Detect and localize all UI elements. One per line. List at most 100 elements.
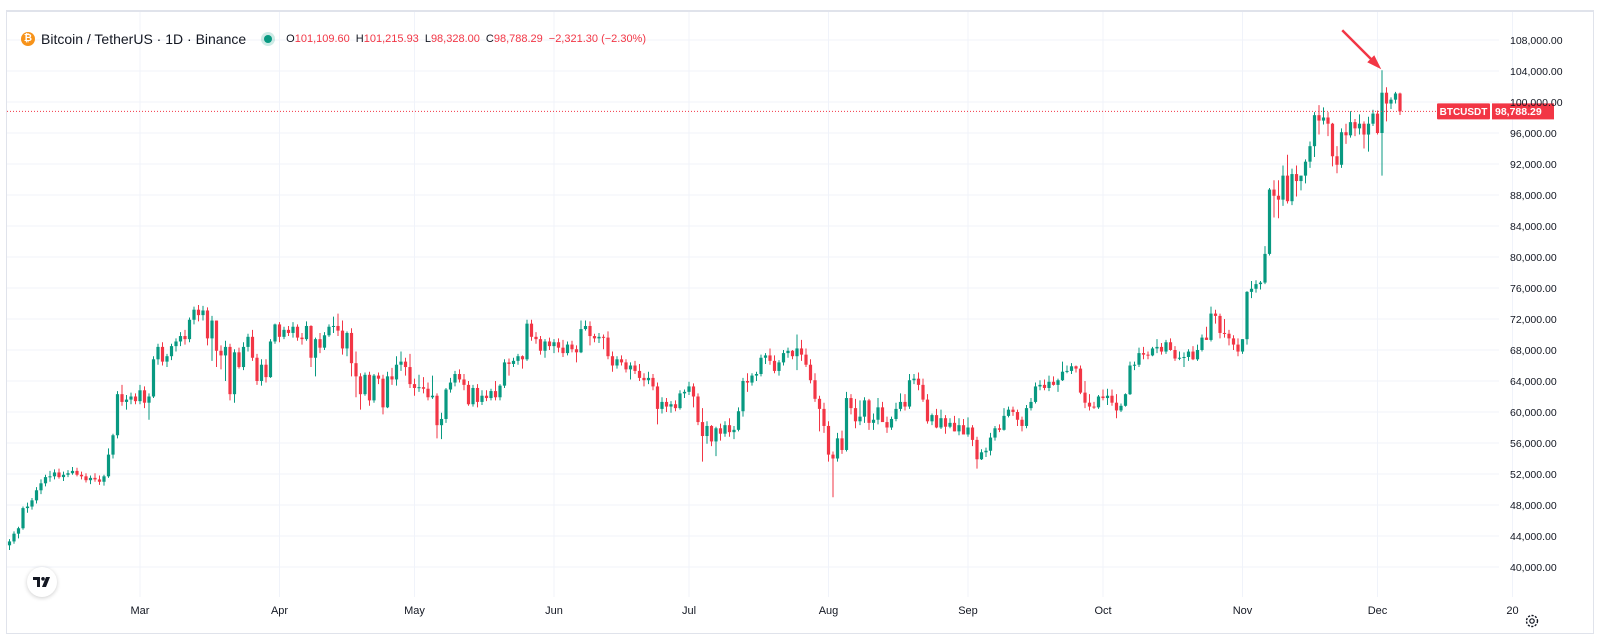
candle-body-up: [372, 375, 376, 401]
candle-body-down: [93, 477, 97, 480]
candle-body-down: [1141, 353, 1146, 355]
ohlc-open: O101,109.60: [286, 33, 350, 45]
last-price-badge: [1492, 103, 1554, 120]
candle-body-up: [1366, 123, 1371, 135]
candle-body-down: [250, 336, 255, 358]
candle-body-up: [939, 418, 943, 428]
gear-icon[interactable]: [1524, 613, 1540, 629]
grid: [7, 12, 1513, 597]
candle-body-down: [1285, 175, 1290, 202]
candle-body-up: [439, 418, 444, 426]
candle-body-down: [655, 386, 660, 409]
candle-body-down: [1294, 174, 1299, 182]
price-tick-label: 76,000.00: [1510, 283, 1557, 295]
candle-body-down: [120, 394, 124, 402]
candle-body-up: [1164, 342, 1168, 352]
candle-body-up: [1186, 351, 1191, 357]
price-tick-label: 64,000.00: [1510, 376, 1557, 388]
candle-body-up: [1281, 175, 1285, 200]
symbol-title[interactable]: Bitcoin / TetherUS · 1D · Binance: [41, 31, 247, 47]
time-tick-label: 20: [1506, 605, 1518, 617]
price-tick-label: 88,000.00: [1510, 190, 1557, 202]
price-tick-label: 72,000.00: [1510, 314, 1557, 326]
time-tick-label: Dec: [1368, 605, 1388, 617]
candle-body-down: [804, 354, 808, 365]
tradingview-logo-icon[interactable]: [27, 567, 57, 597]
candle-body-up: [39, 483, 43, 491]
candle-body-up: [525, 323, 529, 360]
candle-body-down: [1191, 351, 1195, 360]
chart-pane[interactable]: BTCUSDT 98,788.29 108,000.00 104,000.00 100…: [6, 10, 1594, 634]
ohlc-close: C98,788.29: [485, 33, 543, 45]
candle-body-up: [966, 427, 970, 435]
candle-body-up: [1371, 113, 1375, 124]
candle-body-up: [1321, 117, 1326, 121]
candle-body-down: [493, 391, 498, 398]
candle-body-down: [1015, 412, 1020, 420]
candle-body-down: [664, 401, 669, 407]
candle-body-up: [957, 425, 961, 432]
candle-body-up: [844, 398, 849, 450]
candle-body-up: [912, 378, 916, 381]
candle-body-down: [903, 401, 907, 407]
candle-body-down: [1276, 195, 1281, 200]
candle-body-up: [201, 310, 205, 316]
time-tick-label: Mar: [131, 605, 150, 617]
candle-body-up: [1150, 348, 1155, 356]
candle-body-up: [151, 359, 156, 397]
candle-body-down: [952, 422, 957, 432]
candle-body-down: [349, 332, 354, 364]
candle-body-down: [228, 346, 232, 395]
candle-body-down: [610, 356, 615, 366]
candle-body-up: [1056, 380, 1060, 385]
candle-body-up: [741, 381, 745, 412]
candle-body-down: [466, 384, 471, 405]
candle-body-up: [1312, 115, 1317, 147]
candle-body-up: [1339, 132, 1344, 165]
candle-body-down: [295, 326, 300, 338]
price-tick-label: 52,000.00: [1510, 469, 1557, 481]
candle-body-up: [930, 415, 934, 422]
candle-body-down: [421, 387, 426, 389]
candle-body-down: [1020, 419, 1024, 426]
candle-body-up: [471, 387, 475, 405]
candle-body-up: [516, 356, 520, 361]
candle-body-up: [16, 528, 21, 534]
candle-body-down: [606, 337, 610, 357]
candle-body-down: [277, 324, 282, 337]
time-scale[interactable]: Mar Apr May Jun Jul Aug Sep Oct Nov Dec 20: [131, 605, 1519, 617]
candle-body-down: [340, 330, 345, 349]
candle-body-up: [1047, 381, 1051, 388]
candle-body-up: [750, 375, 754, 383]
candle-body-up: [232, 352, 237, 395]
candle-body-down: [309, 325, 313, 358]
candle-body-down: [691, 386, 696, 397]
candle-body-up: [678, 393, 682, 409]
candle-body-down: [813, 380, 817, 399]
candle-body-up: [1263, 253, 1267, 283]
price-tick-label: 60,000.00: [1510, 407, 1557, 419]
candles: [7, 70, 1402, 550]
candle-body-down: [633, 365, 637, 371]
candle-body-up: [21, 508, 25, 529]
candle-body-down: [1042, 384, 1047, 388]
candle-body-up: [498, 385, 502, 398]
candle-body-up: [106, 454, 111, 477]
market-status-icon[interactable]: [264, 35, 273, 43]
candle-body-up: [12, 533, 16, 542]
price-tick-label: 104,000.00: [1510, 66, 1563, 78]
candle-body-down: [1384, 92, 1389, 104]
candle-body-down: [426, 388, 430, 398]
candle-body-up: [754, 374, 759, 376]
candle-body-up: [448, 382, 453, 390]
price-scale[interactable]: 108,000.00 104,000.00 100,000.00 96,000.00 9…: [1510, 35, 1563, 574]
symbol-badge-label: BTCUSDT: [1440, 107, 1488, 118]
candle-body-down: [79, 474, 84, 477]
candle-body-down: [534, 336, 538, 340]
candle-body-up: [430, 395, 435, 398]
candle-body-down: [1335, 156, 1339, 165]
candle-body-down: [673, 404, 678, 409]
candle-body-up: [511, 360, 516, 364]
candlestick-chart[interactable]: BTCUSDT 98,788.29 108,000.00 104,000.00 100…: [7, 12, 1593, 632]
candle-body-up: [223, 346, 228, 356]
